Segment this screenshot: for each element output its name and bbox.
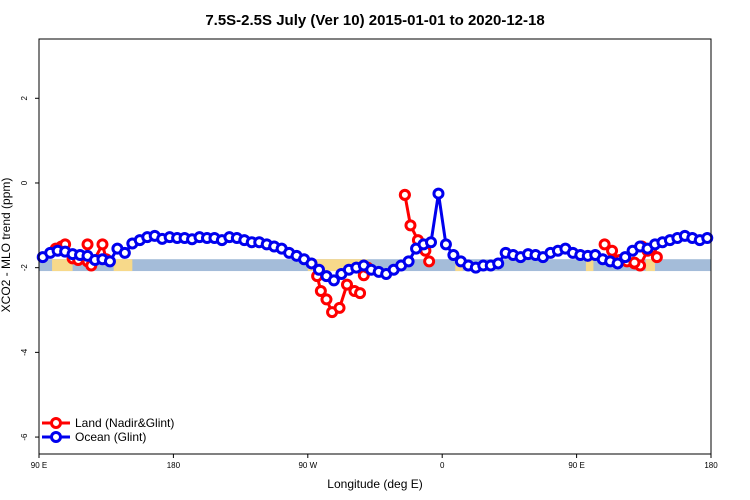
data-point [425, 236, 437, 249]
y-tick-label: -6 [20, 433, 29, 441]
data-point [611, 257, 624, 270]
legend-ocean-label: Ocean (Glint) [75, 430, 146, 444]
band-land-segment [585, 259, 594, 272]
band-land-segment [307, 259, 368, 272]
y-tick-label: -2 [20, 264, 29, 272]
band-land-segment [113, 259, 133, 272]
data-point [447, 248, 460, 261]
y-tick-label: -4 [20, 348, 29, 356]
band-land-segment [645, 259, 655, 272]
series-layer [36, 187, 714, 319]
data-point [701, 232, 714, 245]
data-point [439, 238, 452, 251]
data-point [423, 255, 436, 268]
data-point [314, 284, 327, 297]
chart-title: 7.5S-2.5S July (Ver 10) 2015-01-01 to 20… [205, 12, 544, 29]
legend: Land (Nadir&Glint) Ocean (Glint) [42, 416, 174, 444]
x-axis-label: Longitude (deg E) [327, 477, 422, 491]
x-tick-label: 90 E [568, 461, 584, 470]
data-point [313, 263, 325, 276]
data-point [619, 251, 632, 264]
data-point [103, 255, 116, 268]
y-tick-label: 2 [20, 96, 29, 101]
x-tick-label: 180 [167, 461, 181, 470]
x-tick-label: 0 [440, 461, 445, 470]
x-tick-label: 90 E [31, 461, 47, 470]
data-point [96, 238, 109, 251]
legend-land-swatch-marker [50, 417, 62, 429]
data-point [333, 301, 346, 314]
data-point [598, 238, 611, 251]
data-point [404, 219, 417, 232]
data-point [628, 256, 641, 269]
legend-ocean-swatch-marker [50, 431, 62, 443]
data-point [650, 251, 663, 264]
legend-land-label: Land (Nadir&Glint) [75, 416, 174, 430]
data-point [118, 246, 131, 259]
y-axis-label: XCO2 - MLO trend (ppm) [0, 178, 13, 313]
data-point [432, 187, 445, 200]
axes: 90 E 180 90 W 0 90 E 180 2 0 -2 -4 -6 [20, 96, 718, 470]
data-point [305, 257, 318, 270]
data-point [81, 238, 94, 251]
data-point [320, 293, 333, 306]
x-tick-label: 180 [704, 461, 718, 470]
x-tick-label: 90 W [298, 461, 317, 470]
band-land-segment [52, 259, 73, 272]
data-point [327, 274, 340, 287]
data-point [398, 188, 411, 201]
data-point [402, 255, 415, 268]
data-point [341, 278, 353, 291]
data-point [354, 287, 367, 300]
data-point [492, 257, 505, 270]
y-tick-label: 0 [20, 180, 29, 185]
plot-frame [38, 38, 712, 455]
